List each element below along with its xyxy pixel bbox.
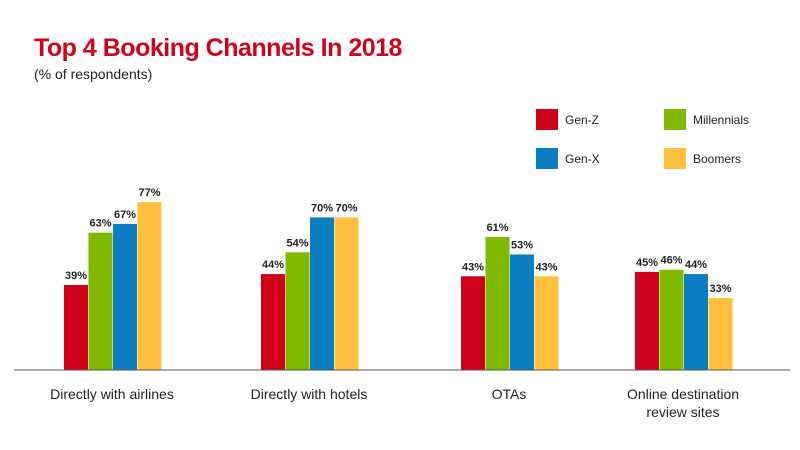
value-label-gen-x-3: 53% — [511, 239, 533, 251]
bar-gen-x-2 — [310, 217, 334, 370]
x-tick-label-3: OTAs — [492, 386, 527, 402]
x-tick-label-2: Directly with hotels — [251, 386, 368, 402]
bar-millennials-1 — [88, 232, 113, 370]
x-tick-label-1: Directly with airlines — [50, 386, 174, 402]
bar-boomers-3 — [534, 276, 559, 370]
value-label-gen-x-1: 67% — [114, 209, 136, 221]
legend-swatch-gen-z — [536, 109, 558, 130]
value-label-millennials-1: 63% — [89, 218, 111, 230]
bar-gen-x-4 — [684, 274, 708, 370]
value-labels: 39%63%67%77%44%54%70% 70%43%61%53%43% 45% 4… — [65, 187, 732, 295]
x-tick-labels: Directly with airlines Directly with hote… — [50, 386, 739, 420]
bar-boomers-2 — [334, 217, 359, 370]
value-label-gen-z-4: 45% — [636, 257, 658, 269]
bar-gen-z-4 — [635, 271, 659, 370]
value-label-boomers-2: 70% — [335, 202, 357, 214]
legend-label-gen-z: Gen-Z — [565, 113, 599, 127]
legend-label-boomers: Boomers — [693, 152, 741, 166]
legend-swatch-millennials — [664, 109, 686, 130]
value-label-boomers-4: 33% — [709, 283, 731, 295]
bar-millennials-2 — [285, 252, 310, 370]
value-label-gen-x-4: 44% — [685, 259, 707, 271]
legend: Gen-Z Millennials Gen-X Boomers — [536, 109, 749, 169]
bar-boomers-4 — [708, 298, 733, 370]
legend-label-millennials: Millennials — [693, 113, 749, 127]
value-label-gen-z-3: 43% — [462, 261, 484, 273]
value-label-gen-z-2: 44% — [262, 259, 284, 271]
value-label-millennials-4: 46% — [660, 255, 682, 267]
value-label-gen-x-2: 70% — [311, 202, 333, 214]
bars — [64, 202, 733, 370]
chart-title: Top 4 Booking Channels In 2018 — [34, 34, 402, 62]
bar-millennials-3 — [485, 237, 510, 370]
bar-boomers-1 — [137, 202, 162, 370]
value-label-millennials-2: 54% — [286, 237, 308, 249]
bar-gen-x-1 — [113, 223, 137, 370]
value-label-boomers-3: 43% — [535, 261, 557, 273]
bar-gen-z-2 — [261, 274, 285, 370]
value-label-boomers-1: 77% — [138, 187, 160, 199]
value-label-gen-z-1: 39% — [65, 270, 87, 282]
legend-swatch-boomers — [664, 148, 686, 169]
bar-gen-z-3 — [461, 276, 485, 370]
value-label-millennials-3: 61% — [486, 222, 508, 234]
bar-millennials-4 — [659, 269, 684, 370]
chart-subtitle: (% of respondents) — [34, 66, 153, 82]
x-tick-label-4: Online destination review sites — [627, 386, 739, 420]
legend-swatch-gen-x — [536, 148, 558, 169]
bar-gen-x-3 — [510, 254, 534, 370]
bar-gen-z-1 — [64, 284, 88, 370]
legend-label-gen-x: Gen-X — [565, 152, 600, 166]
